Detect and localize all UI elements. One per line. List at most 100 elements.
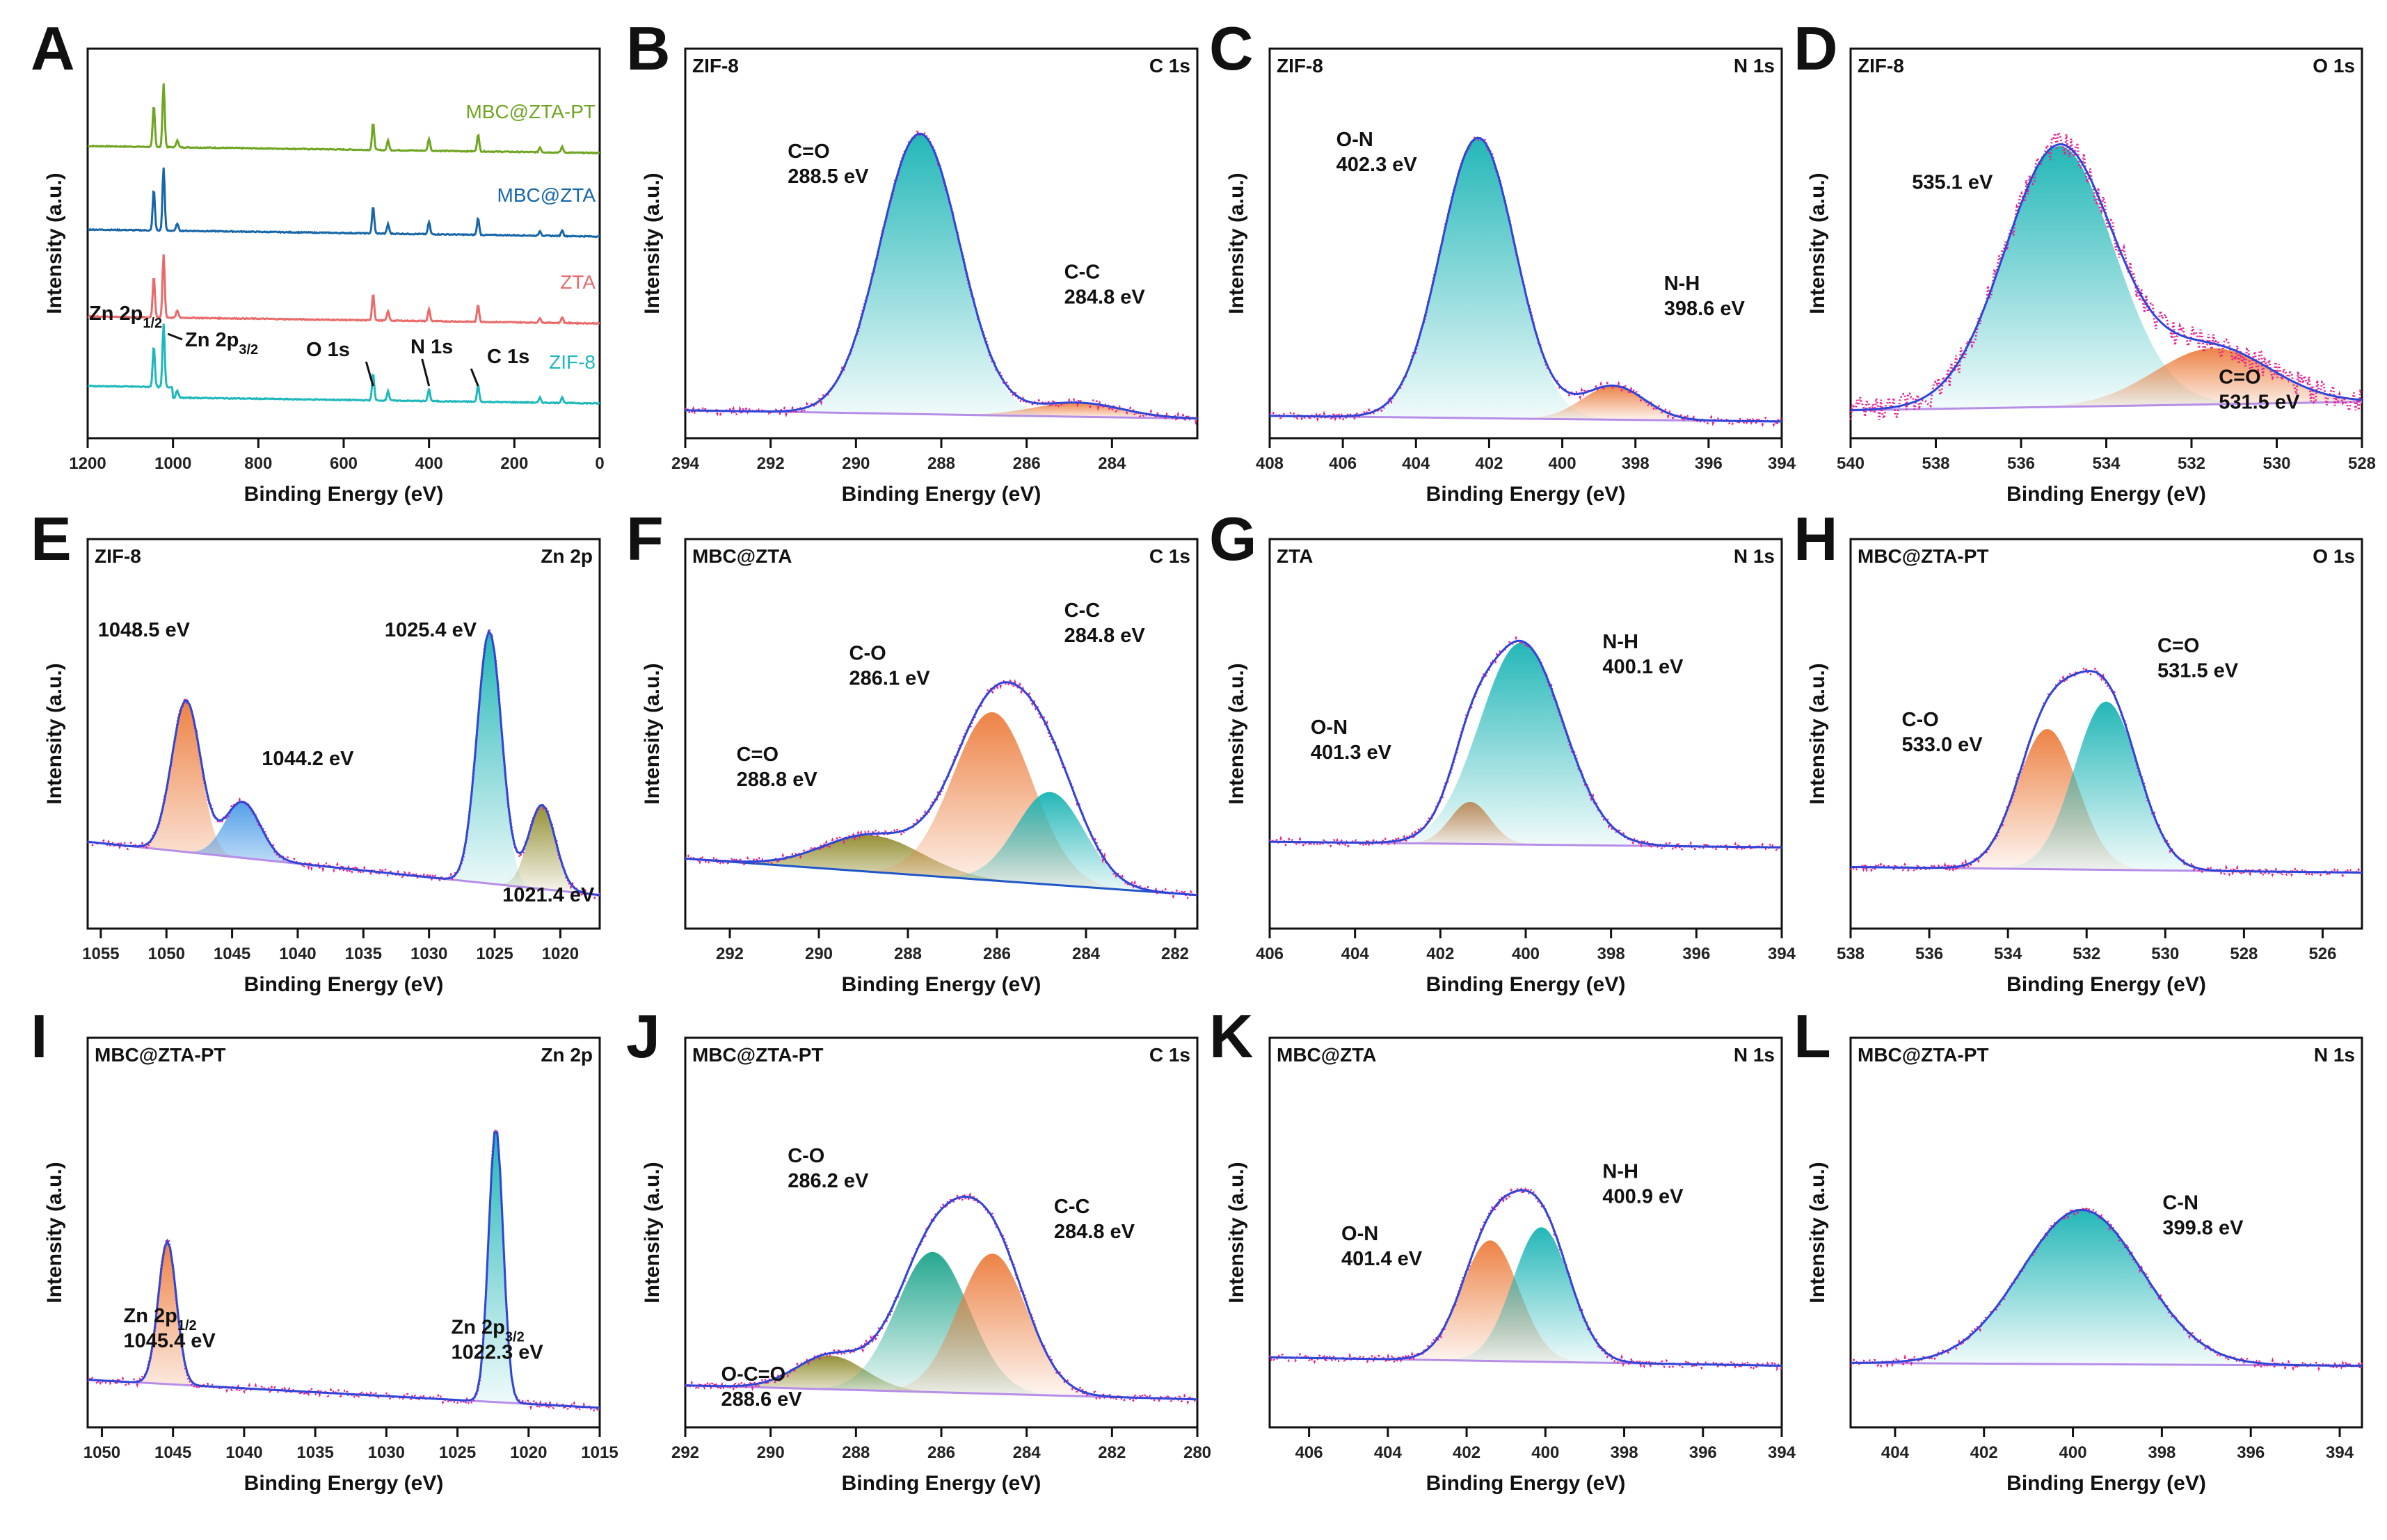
peak-component xyxy=(685,1251,1197,1399)
x-tick-label-d: 538 xyxy=(1922,454,1949,473)
x-tick-label-a: 1200 xyxy=(69,454,106,473)
sample-label: MBC@ZTA-PT xyxy=(1858,545,1989,567)
peak-component xyxy=(1270,643,1782,848)
y-axis-label-d: Intensity (a.u.) xyxy=(1806,173,1829,314)
peak-value: 288.5 eV xyxy=(788,166,869,188)
region-label: C 1s xyxy=(1149,55,1190,77)
x-axis-label-h: Binding Energy (eV) xyxy=(2006,973,2206,996)
x-tick-label-h: 530 xyxy=(2151,945,2179,963)
x-tick-label-b: 284 xyxy=(1098,454,1126,473)
x-tick-label-f: 290 xyxy=(805,945,833,963)
panel-letter: K xyxy=(1209,1002,1254,1070)
x-tick-label-c: 404 xyxy=(1402,454,1430,473)
x-axis-label-l: Binding Energy (eV) xyxy=(2006,1472,2206,1495)
peak-value: 398.6 eV xyxy=(1664,298,1746,320)
peak-value: 288.8 eV xyxy=(737,769,818,791)
x-tick-label-l: 398 xyxy=(2148,1443,2176,1462)
panel-letter: J xyxy=(626,1002,660,1070)
panel-letter: B xyxy=(626,14,671,83)
x-tick-label-d: 532 xyxy=(2178,454,2205,473)
peak-component xyxy=(1851,348,2362,410)
region-label: C 1s xyxy=(1149,545,1190,567)
annotation: C 1s xyxy=(487,346,529,368)
peak-label: C=O xyxy=(788,141,829,163)
x-tick-label-e: 1040 xyxy=(279,945,316,963)
panel-letter: F xyxy=(626,504,664,573)
x-tick-label-f: 292 xyxy=(716,945,744,963)
x-tick-label-i: 1030 xyxy=(368,1443,405,1462)
sample-label: MBC@ZTA-PT xyxy=(692,1044,824,1066)
peak-value: 284.8 eV xyxy=(1054,1221,1135,1243)
sample-label: ZIF-8 xyxy=(95,545,141,567)
peak-label: 1044.2 eV xyxy=(262,748,354,770)
x-tick-label-c: 400 xyxy=(1549,454,1576,473)
annotation: N 1s xyxy=(410,336,453,358)
x-tick-label-h: 536 xyxy=(1915,945,1943,963)
x-tick-label-h: 526 xyxy=(2308,945,2336,963)
x-tick-label-h: 532 xyxy=(2073,945,2100,963)
peak-component xyxy=(88,805,600,895)
peak-value: 1045.4 eV xyxy=(124,1330,216,1352)
peak-component xyxy=(88,1132,600,1408)
x-tick-label-g: 400 xyxy=(1512,945,1540,963)
x-tick-label-k: 406 xyxy=(1295,1443,1323,1462)
x-axis-label-g: Binding Energy (eV) xyxy=(1426,973,1626,996)
x-axis-label-d: Binding Energy (eV) xyxy=(2006,483,2206,506)
fit-envelope xyxy=(685,132,1198,419)
x-axis-label-j: Binding Energy (eV) xyxy=(842,1472,1041,1495)
y-axis-label-k: Intensity (a.u.) xyxy=(1225,1162,1248,1303)
peak-label: C-O xyxy=(788,1145,824,1167)
peak-value: 533.0 eV xyxy=(1902,734,1983,756)
x-tick-label-k: 396 xyxy=(1689,1443,1717,1462)
fit-envelope xyxy=(1270,639,1782,849)
panel-letter: I xyxy=(31,1002,47,1070)
raw-data xyxy=(1268,1185,1782,1372)
x-tick-label-f: 288 xyxy=(894,945,922,963)
x-tick-label-e: 1045 xyxy=(214,945,250,963)
x-tick-label-k: 402 xyxy=(1453,1443,1480,1462)
peak-label: O-N xyxy=(1341,1223,1378,1245)
y-axis-label-e: Intensity (a.u.) xyxy=(43,663,66,804)
x-tick-label-g: 404 xyxy=(1341,945,1370,963)
series-line xyxy=(88,83,600,155)
peak-value: 399.8 eV xyxy=(2162,1217,2244,1239)
y-axis-label-b: Intensity (a.u.) xyxy=(641,173,664,314)
series-line xyxy=(87,167,600,239)
y-axis-label-i: Intensity (a.u.) xyxy=(43,1162,66,1303)
x-tick-label-c: 402 xyxy=(1475,454,1503,473)
raw-data xyxy=(1849,129,2363,422)
panel-letter: E xyxy=(31,504,72,573)
peak-component xyxy=(685,134,1197,419)
peak-label: 1048.5 eV xyxy=(98,619,191,641)
peak-value: 284.8 eV xyxy=(1064,286,1146,308)
x-tick-label-i: 1035 xyxy=(296,1443,333,1462)
x-tick-label-l: 404 xyxy=(1881,1443,1910,1462)
peak-component xyxy=(1851,1210,2362,1366)
x-tick-label-j: 286 xyxy=(927,1443,955,1462)
x-axis-label-b: Binding Energy (eV) xyxy=(842,483,1041,506)
x-axis-label-a: Binding Energy (eV) xyxy=(244,483,444,506)
panel-i: I 1050 1045 1040 1035 1030 1025 1020 1015 Binding… xyxy=(31,1002,618,1495)
fit-envelope xyxy=(1270,1189,1782,1367)
x-tick-label-i: 1020 xyxy=(510,1443,547,1462)
sample-label: MBC@ZTA-PT xyxy=(1858,1044,1989,1066)
peak-component xyxy=(1270,385,1782,422)
panel-f: F 292 290 288 286 284 282 Binding Energy (eV) In… xyxy=(626,504,1199,996)
series-line xyxy=(87,323,600,406)
x-tick-label-b: 286 xyxy=(1013,454,1041,473)
peak-label: C-O xyxy=(849,643,886,665)
panel-k: K 406 404 402 400 398 396 394 Binding Energy (eV… xyxy=(1209,1002,1796,1495)
peak-label: C-C xyxy=(1054,1196,1090,1218)
x-tick-label-d: 540 xyxy=(1837,454,1865,473)
x-tick-label-f: 282 xyxy=(1161,945,1189,963)
fit-envelope xyxy=(87,1131,600,1409)
peak-label: C-O xyxy=(1902,709,1939,731)
x-tick-label-e: 1020 xyxy=(542,945,579,963)
plot-frame-c xyxy=(1268,47,1783,440)
annotation-arrow xyxy=(167,332,183,341)
x-tick-label-d: 534 xyxy=(2092,454,2121,473)
annotation-arrow xyxy=(421,358,431,387)
panel-letter: D xyxy=(1794,14,1838,83)
panel-h: H 538 536 534 532 530 528 526 Binding Energy (eV… xyxy=(1794,504,2363,996)
annotation-arrow xyxy=(470,368,479,387)
